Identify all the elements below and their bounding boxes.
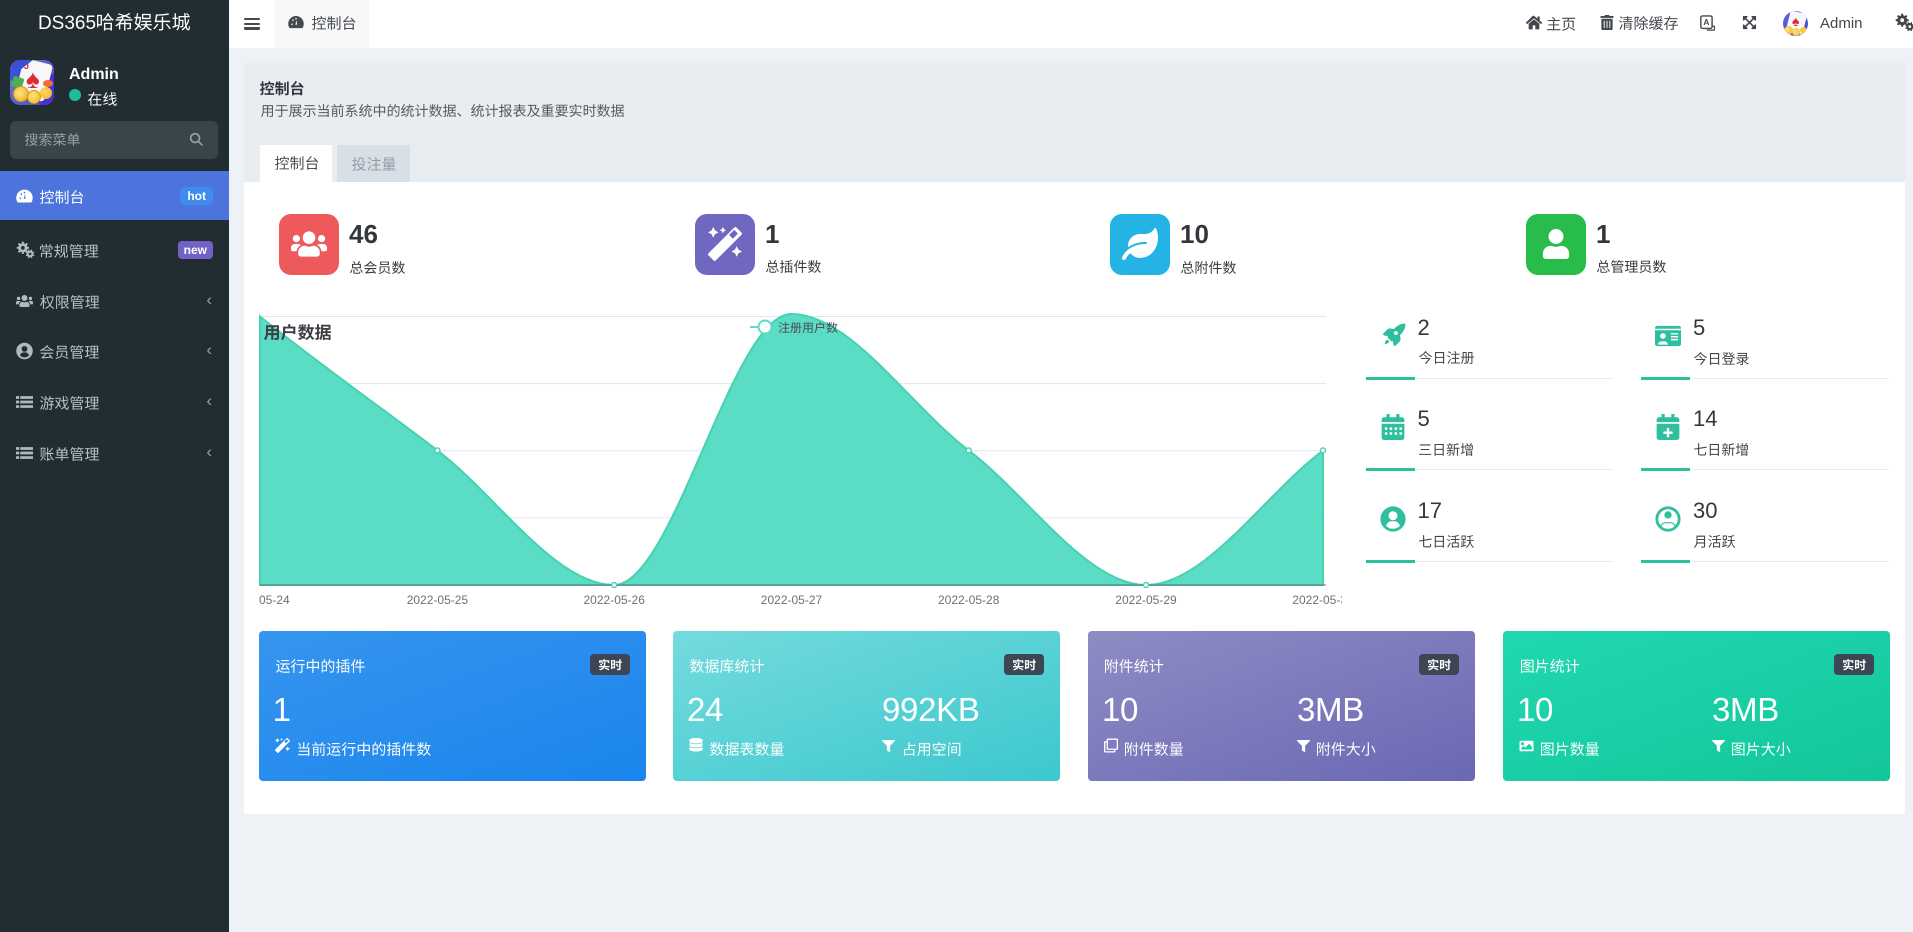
svg-text:2022-05-25: 2022-05-25 bbox=[407, 593, 469, 607]
svg-text:2022-05-30: 2022-05-30 bbox=[1292, 593, 1342, 607]
svg-text:2022-05-26: 2022-05-26 bbox=[584, 593, 646, 607]
svg-text:2022-05-29: 2022-05-29 bbox=[1115, 593, 1177, 607]
svg-text:2022-05-27: 2022-05-27 bbox=[761, 593, 823, 607]
svg-text:2022-05-28: 2022-05-28 bbox=[938, 593, 1000, 607]
svg-text:05-24: 05-24 bbox=[259, 593, 290, 607]
svg-text:A: A bbox=[1703, 17, 1709, 27]
